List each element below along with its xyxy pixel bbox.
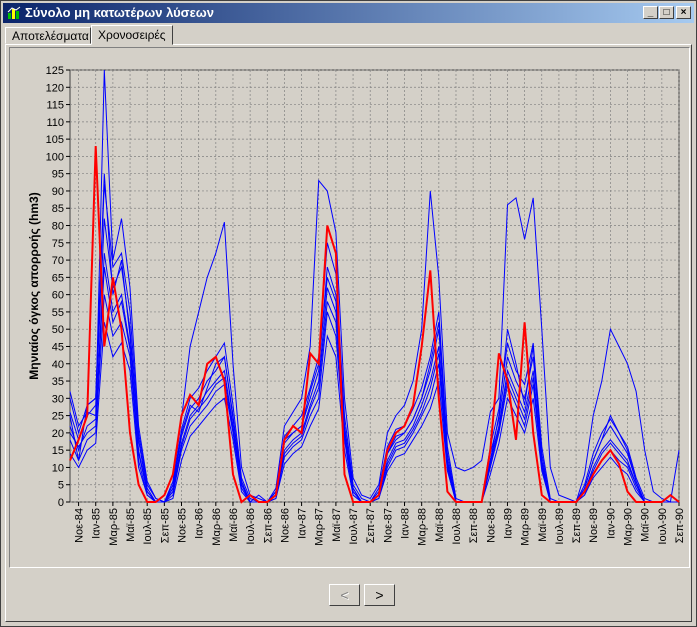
tab-timeseries[interactable]: Χρονοσειρές [91,25,173,45]
y-tick-label: 110 [46,117,64,129]
y-tick-label: 65 [52,272,64,284]
x-tick-label: Μαϊ-86 [228,508,240,542]
x-tick-label: Σεπ-87 [365,508,377,543]
x-tick-label: Μαϊ-85 [125,508,137,542]
maximize-button[interactable]: □ [659,6,674,19]
y-tick-label: 45 [52,341,64,353]
plot-background [69,69,680,503]
y-axis-label: Μηνιαίος όγκος απορροής (hm3) [27,192,41,379]
y-tick-label: 25 [52,411,64,423]
x-tick-label: Μαϊ-87 [331,508,343,542]
app-chart-icon [7,6,21,19]
x-tick-label: Ιαν-86 [194,508,206,539]
y-tick-label: 0 [58,497,64,509]
y-tick-label: 50 [52,324,64,336]
x-tick-label: Μαϊ-89 [537,508,549,542]
highlight-series-line [69,145,680,504]
x-tick-label: Νοε-87 [382,508,394,543]
y-tick-label: 95 [52,169,64,181]
x-tick-label: Μαρ-89 [520,508,532,546]
y-tick-label: 85 [52,203,64,215]
x-tick-label: Νοε-84 [74,508,86,543]
y-tick-label: 75 [52,238,64,250]
x-tick-label: Ιαν-88 [400,508,412,539]
close-button[interactable]: × [676,6,691,19]
y-tick-label: 5 [58,480,64,492]
x-tick-label: Σεπ-88 [468,508,480,543]
y-tick-label: 100 [46,151,64,163]
x-tick-label: Μαϊ-90 [640,508,652,542]
x-tick-label: Ιαν-90 [605,508,617,539]
x-tick-label: Ιουλ-88 [451,508,463,545]
y-tick-label: 60 [52,290,64,302]
chart-area: 0 5 10 15 20 25 30 35 40 45 50 55 60 65 70 75 80 85 90 95 10… [9,47,690,568]
window-title: Σύνολο μη κατωτέρων λύσεων [25,5,214,20]
x-tick-label: Μαρ-90 [623,508,635,546]
y-tick-label: 70 [52,255,64,267]
x-tick-label: Ιουλ-89 [554,508,566,545]
x-tick-label: Σεπ-86 [262,508,274,543]
x-tick-label: Μαρ-85 [108,508,120,546]
x-tick-label: Νοε-89 [588,508,600,543]
x-tick-label: Μαρ-87 [314,508,326,546]
y-tick-label: 105 [46,134,64,146]
x-tick-label: Μαϊ-88 [434,508,446,542]
x-tick-label: Ιουλ-87 [348,508,360,545]
tab-results[interactable]: Αποτελέσματα [5,27,91,44]
tab-panel [5,44,692,622]
title-bar[interactable]: Σύνολο μη κατωτέρων λύσεων _ □ × [3,3,694,23]
next-button[interactable]: > [364,584,395,606]
previous-button[interactable]: < [329,584,360,606]
x-tick-label: Νοε-86 [279,508,291,543]
x-tick-label: Σεπ-89 [571,508,583,543]
x-tick-label: Ιαν-89 [502,508,514,539]
y-tick-label: 10 [52,462,64,474]
runoff-chart: 0 5 10 15 20 25 30 35 40 45 50 55 60 65 70 75 80 85 90 95 10… [27,65,686,546]
x-tick-label: Ιουλ-90 [657,508,669,545]
x-tick-label: Μαρ-88 [417,508,429,546]
y-tick-label: 80 [52,221,64,233]
y-tick-label: 115 [46,100,64,112]
y-tick-label: 35 [52,376,64,388]
ensemble-series-line [69,69,680,503]
y-tick-label: 30 [52,393,64,405]
minimize-button[interactable]: _ [643,6,658,19]
x-tick-label: Σεπ-85 [159,508,171,543]
y-tick-label: 120 [46,82,64,94]
x-tick-label: Ιουλ-86 [245,508,257,545]
y-tick-label: 40 [52,359,64,371]
x-tick-label: Ιαν-85 [91,508,103,539]
x-tick-label: Μαρ-86 [211,508,223,546]
x-tick-label: Ιαν-87 [297,508,309,539]
x-tick-label: Σεπ-90 [674,508,686,543]
x-tick-label: Ιουλ-85 [142,508,154,545]
x-tick-label: Νοε-85 [177,508,189,543]
y-tick-label: 15 [52,445,64,457]
y-tick-label: 125 [46,65,64,77]
y-tick-label: 55 [52,307,64,319]
y-tick-label: 90 [52,186,64,198]
x-tick-label: Νοε-88 [485,508,497,543]
y-tick-label: 20 [52,428,64,440]
